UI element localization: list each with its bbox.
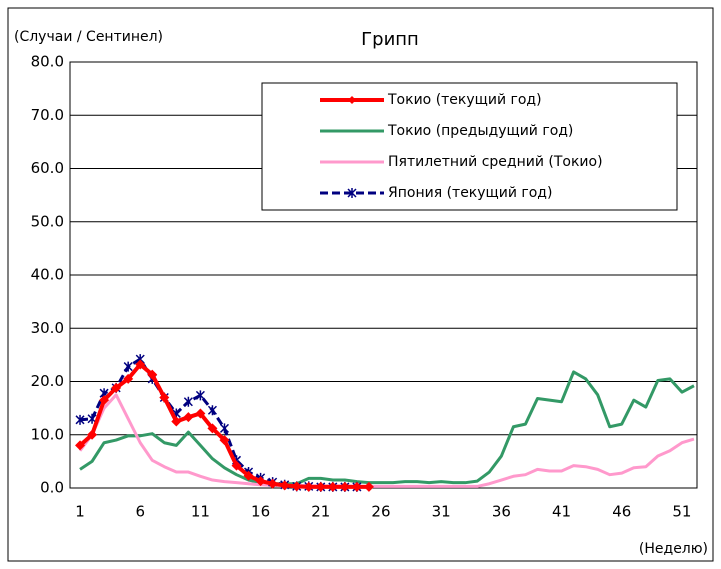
point	[351, 481, 362, 492]
point	[99, 395, 110, 406]
frame	[7, 7, 714, 562]
point	[291, 481, 302, 492]
point	[147, 369, 158, 380]
point	[123, 373, 134, 384]
chart-title: Грипп	[361, 29, 419, 50]
line	[79, 357, 357, 489]
point	[195, 390, 205, 401]
x-tick-label: 1	[75, 503, 85, 521]
legend-label: Токио (предыдущий год)	[387, 123, 573, 139]
y-tick-label: 30.0	[31, 319, 64, 337]
x-tick-label: 6	[135, 503, 145, 521]
point	[243, 470, 254, 481]
line	[78, 393, 695, 488]
point	[231, 460, 242, 471]
point	[339, 481, 350, 492]
point	[159, 392, 170, 403]
y-tick-label: 60.0	[31, 159, 64, 177]
y-tick-label: 0.0	[40, 479, 64, 497]
point	[111, 382, 122, 393]
y-tick-label: 20.0	[31, 372, 64, 390]
point	[267, 478, 278, 489]
legend-label: Токио (текущий год)	[387, 92, 542, 108]
y-tick-label: 50.0	[31, 212, 64, 230]
point	[207, 423, 218, 434]
legend-label: Пятилетний средний (Токио)	[388, 154, 603, 170]
x-tick-label: 16	[251, 503, 270, 521]
x-axis-label: (Неделю)	[639, 541, 708, 557]
y-tick-label: 70.0	[31, 106, 64, 124]
point	[75, 440, 86, 451]
point	[171, 416, 182, 427]
x-tick-label: 51	[672, 503, 691, 521]
point	[183, 412, 194, 423]
point	[303, 481, 314, 492]
point	[87, 429, 98, 440]
legend-marker	[347, 188, 357, 198]
x-tick-label: 46	[612, 503, 631, 521]
point	[255, 476, 266, 487]
x-tick-label: 11	[191, 503, 210, 521]
point	[219, 423, 230, 434]
legend-label: Япония (текущий год)	[388, 185, 552, 201]
point	[195, 408, 206, 419]
x-tick-label: 41	[552, 503, 571, 521]
point	[75, 414, 85, 425]
point	[219, 435, 230, 446]
point	[183, 396, 193, 407]
point	[315, 481, 326, 492]
point	[327, 481, 338, 492]
y-tick-label: 40.0	[31, 266, 64, 284]
point	[363, 481, 374, 492]
x-tick-label: 31	[432, 503, 451, 521]
line	[79, 370, 695, 486]
point	[207, 405, 217, 416]
y-tick-label: 80.0	[31, 53, 64, 71]
point	[279, 480, 290, 491]
point	[135, 359, 146, 370]
x-tick-label: 21	[311, 503, 330, 521]
x-tick-label: 36	[492, 503, 511, 521]
y-tick-label: 10.0	[31, 425, 64, 443]
y-axis-label: (Случаи / Сентинел)	[14, 29, 163, 45]
legend-box	[261, 82, 678, 211]
legend-marker	[348, 96, 356, 104]
point	[123, 361, 133, 372]
x-tick-label: 26	[371, 503, 390, 521]
